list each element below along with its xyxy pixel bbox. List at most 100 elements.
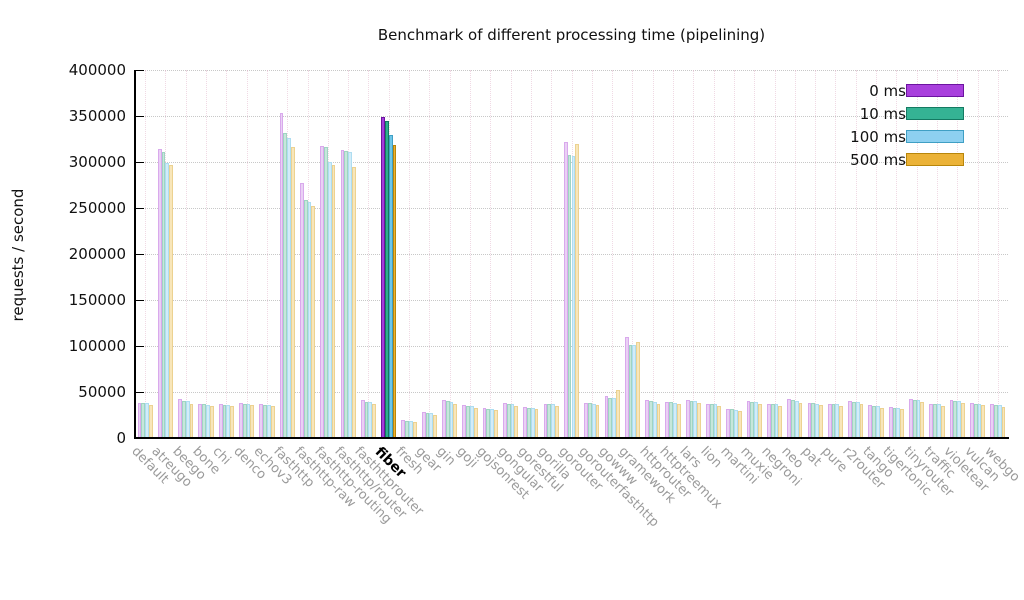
legend-label: 0 ms bbox=[869, 82, 906, 100]
bar-neo-500ms bbox=[798, 402, 803, 438]
bar-beego-500ms bbox=[189, 403, 194, 438]
v-gridline bbox=[246, 70, 248, 438]
bar-fasthttprouter-500ms bbox=[372, 403, 377, 438]
legend-swatch bbox=[906, 153, 964, 166]
bar-gowww-500ms bbox=[615, 390, 620, 438]
bar-fasthttp-500ms bbox=[291, 147, 295, 438]
v-gridline bbox=[977, 70, 979, 438]
bar-martini-500ms bbox=[737, 411, 742, 438]
v-gridline bbox=[266, 70, 268, 438]
bar-httptreemux-500ms bbox=[676, 404, 681, 438]
v-gridline bbox=[206, 70, 208, 438]
bar-traffic-500ms bbox=[940, 405, 945, 438]
v-gridline bbox=[368, 70, 370, 438]
bar-lion-500ms bbox=[717, 405, 722, 438]
v-gridline bbox=[145, 70, 147, 438]
bar-pat-500ms bbox=[818, 404, 823, 438]
legend-row: 500 ms bbox=[820, 151, 1010, 169]
legend-row: 10 ms bbox=[820, 105, 1010, 123]
bar-fiber-500ms bbox=[392, 145, 397, 438]
bar-atreugo-500ms bbox=[169, 164, 174, 438]
v-gridline bbox=[815, 70, 817, 438]
v-gridline bbox=[185, 70, 187, 438]
bar-pure-500ms bbox=[839, 405, 844, 438]
v-gridline bbox=[957, 70, 959, 438]
chart-title: Benchmark of different processing time (… bbox=[377, 26, 766, 44]
v-gridline bbox=[713, 70, 715, 438]
v-gridline bbox=[896, 70, 898, 438]
v-gridline bbox=[612, 70, 614, 438]
bar-gorouterfasthttp-500ms bbox=[595, 404, 600, 438]
bar-denco-500ms bbox=[250, 405, 255, 438]
v-gridline bbox=[997, 70, 999, 438]
bar-echov3-500ms bbox=[270, 406, 275, 438]
y-tick-label: 200000 bbox=[68, 245, 126, 263]
y-tick-mark bbox=[136, 70, 144, 71]
bar-httprouter-500ms bbox=[656, 403, 661, 438]
v-gridline bbox=[794, 70, 796, 438]
v-gridline bbox=[693, 70, 695, 438]
v-gridline bbox=[591, 70, 593, 438]
y-tick-label: 150000 bbox=[68, 291, 126, 309]
bar-muxie-500ms bbox=[758, 403, 762, 438]
y-tick-mark bbox=[136, 346, 144, 347]
bar-violetear-500ms bbox=[961, 403, 965, 438]
legend-row: 0 ms bbox=[820, 82, 1010, 100]
legend-swatch bbox=[906, 107, 964, 120]
bar-goji-500ms bbox=[473, 407, 478, 438]
bar-webgo-500ms bbox=[1001, 406, 1006, 438]
v-gridline bbox=[449, 70, 451, 438]
legend-label: 10 ms bbox=[859, 105, 906, 123]
y-tick-label: 0 bbox=[116, 429, 126, 447]
y-tick-mark bbox=[136, 116, 144, 117]
x-axis-line bbox=[134, 437, 1009, 439]
legend-label: 500 ms bbox=[850, 151, 906, 169]
v-gridline bbox=[632, 70, 634, 438]
bar-gorilla-500ms bbox=[554, 405, 559, 438]
v-gridline bbox=[774, 70, 776, 438]
bar-gongular-500ms bbox=[514, 405, 519, 438]
v-gridline bbox=[409, 70, 411, 438]
bar-r2router-500ms bbox=[859, 403, 864, 438]
y-tick-mark bbox=[136, 162, 144, 163]
v-gridline bbox=[551, 70, 553, 438]
v-gridline bbox=[490, 70, 492, 438]
y-tick-label: 400000 bbox=[68, 61, 126, 79]
v-gridline bbox=[936, 70, 938, 438]
y-axis-label: requests / second bbox=[9, 188, 27, 322]
v-gridline bbox=[673, 70, 674, 438]
bar-negroni-500ms bbox=[778, 405, 783, 438]
bar-tinyrouter-500ms bbox=[920, 402, 925, 438]
bar-default-500ms bbox=[148, 404, 153, 438]
legend-swatch bbox=[906, 130, 964, 143]
v-gridline bbox=[226, 70, 228, 438]
v-gridline bbox=[429, 70, 431, 438]
legend-swatch bbox=[906, 84, 964, 97]
bar-fasthttp-raw-500ms bbox=[311, 206, 316, 438]
bar-gin-500ms bbox=[453, 403, 458, 438]
v-gridline bbox=[754, 70, 756, 438]
v-gridline bbox=[916, 70, 918, 438]
bar-chi-500ms bbox=[230, 405, 234, 438]
bar-fresh-500ms bbox=[412, 422, 417, 438]
v-gridline bbox=[835, 70, 837, 438]
legend-row: 100 ms bbox=[820, 128, 1010, 146]
y-tick-label: 250000 bbox=[68, 199, 126, 217]
v-gridline bbox=[530, 70, 532, 438]
y-tick-mark bbox=[136, 438, 144, 439]
bar-bone-500ms bbox=[209, 406, 214, 438]
v-gridline bbox=[469, 70, 471, 438]
y-tick-mark bbox=[136, 208, 144, 209]
y-tick-mark bbox=[136, 254, 144, 255]
bar-gojsonrest-500ms bbox=[494, 410, 498, 438]
v-gridline bbox=[876, 70, 878, 438]
bar-fasthttp-routing-500ms bbox=[331, 164, 336, 438]
y-tick-mark bbox=[136, 392, 144, 393]
y-tick-label: 50000 bbox=[78, 383, 126, 401]
bar-tigertonic-500ms bbox=[900, 409, 904, 438]
y-tick-mark bbox=[136, 300, 144, 301]
y-tick-label: 300000 bbox=[68, 153, 126, 171]
bar-lars-500ms bbox=[697, 403, 701, 438]
bar-tango-500ms bbox=[879, 407, 884, 438]
